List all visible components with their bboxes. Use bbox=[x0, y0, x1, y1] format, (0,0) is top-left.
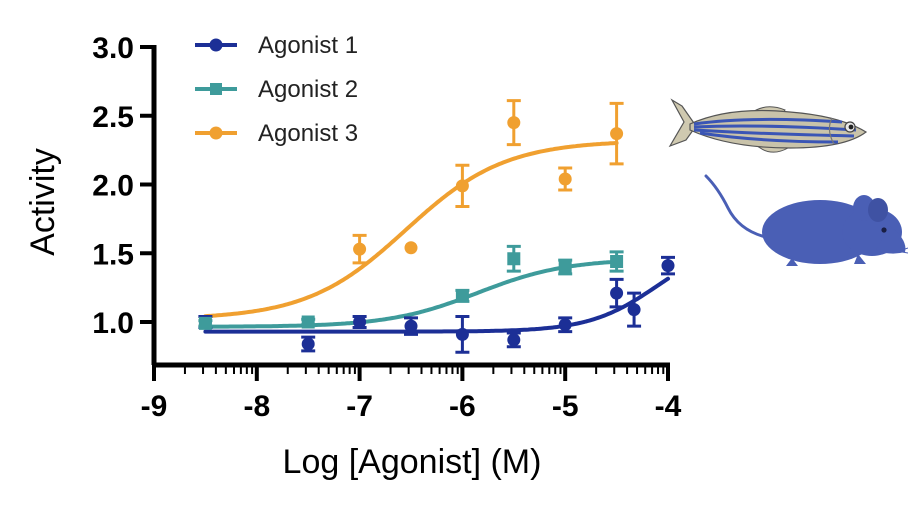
data-point bbox=[198, 316, 212, 330]
fit-curve bbox=[203, 276, 670, 334]
y-tick-label: 1.5 bbox=[92, 238, 134, 271]
mouse-icon bbox=[704, 174, 908, 266]
data-point bbox=[627, 303, 641, 317]
data-point bbox=[558, 172, 572, 186]
fit-curve bbox=[203, 141, 619, 319]
data-point bbox=[404, 319, 418, 333]
legend-swatch-marker bbox=[210, 83, 222, 95]
fit-curve bbox=[203, 259, 619, 329]
x-tick-label: -7 bbox=[346, 390, 373, 423]
data-point bbox=[507, 252, 521, 266]
y-tick-label: 2.0 bbox=[92, 170, 134, 203]
x-tick-label: -4 bbox=[655, 390, 682, 423]
legend-entry-agonist-1: Agonist 1 bbox=[195, 32, 358, 59]
y-tick-label: 3.0 bbox=[92, 32, 134, 65]
data-point bbox=[455, 289, 469, 303]
y-axis-title: Activity bbox=[24, 148, 62, 256]
legend-label: Agonist 2 bbox=[258, 76, 358, 103]
data-point bbox=[353, 315, 367, 329]
legend-label: Agonist 3 bbox=[258, 120, 358, 147]
y-tick-label: 2.5 bbox=[92, 101, 134, 134]
x-tick-label: -9 bbox=[141, 390, 168, 423]
data-points bbox=[198, 99, 675, 354]
legend-entry-agonist-2: Agonist 2 bbox=[195, 76, 358, 103]
legend-swatch-marker bbox=[209, 126, 223, 140]
data-point bbox=[558, 260, 572, 274]
x-tick-label: -5 bbox=[552, 390, 579, 423]
data-point bbox=[455, 327, 469, 341]
data-point bbox=[353, 242, 367, 256]
data-point bbox=[507, 333, 521, 347]
data-point bbox=[404, 241, 418, 255]
data-point bbox=[610, 127, 624, 141]
ticks: 1.0 1.5 2.0 2.5 3.0 -9 -8 -7 -6 -5 -4 bbox=[92, 32, 681, 423]
data-point bbox=[455, 179, 469, 193]
axes bbox=[151, 45, 670, 368]
x-tick-label: -6 bbox=[449, 390, 476, 423]
data-point bbox=[610, 286, 624, 300]
data-point bbox=[507, 116, 521, 130]
data-point bbox=[661, 259, 675, 273]
x-tick-label: -8 bbox=[243, 390, 270, 423]
data-point bbox=[558, 318, 572, 332]
legend: Agonist 1 Agonist 2 Agonist 3 bbox=[195, 32, 358, 147]
x-axis-title: Log [Agonist] (M) bbox=[283, 443, 542, 481]
y-tick-label: 1.0 bbox=[92, 307, 134, 340]
data-point bbox=[301, 337, 315, 351]
legend-swatch-marker bbox=[209, 38, 223, 52]
legend-entry-agonist-3: Agonist 3 bbox=[195, 120, 358, 147]
data-point bbox=[610, 255, 624, 268]
fit-curves bbox=[203, 141, 670, 334]
legend-label: Agonist 1 bbox=[258, 32, 358, 59]
data-point bbox=[301, 315, 315, 329]
zebrafish-icon bbox=[668, 98, 868, 153]
